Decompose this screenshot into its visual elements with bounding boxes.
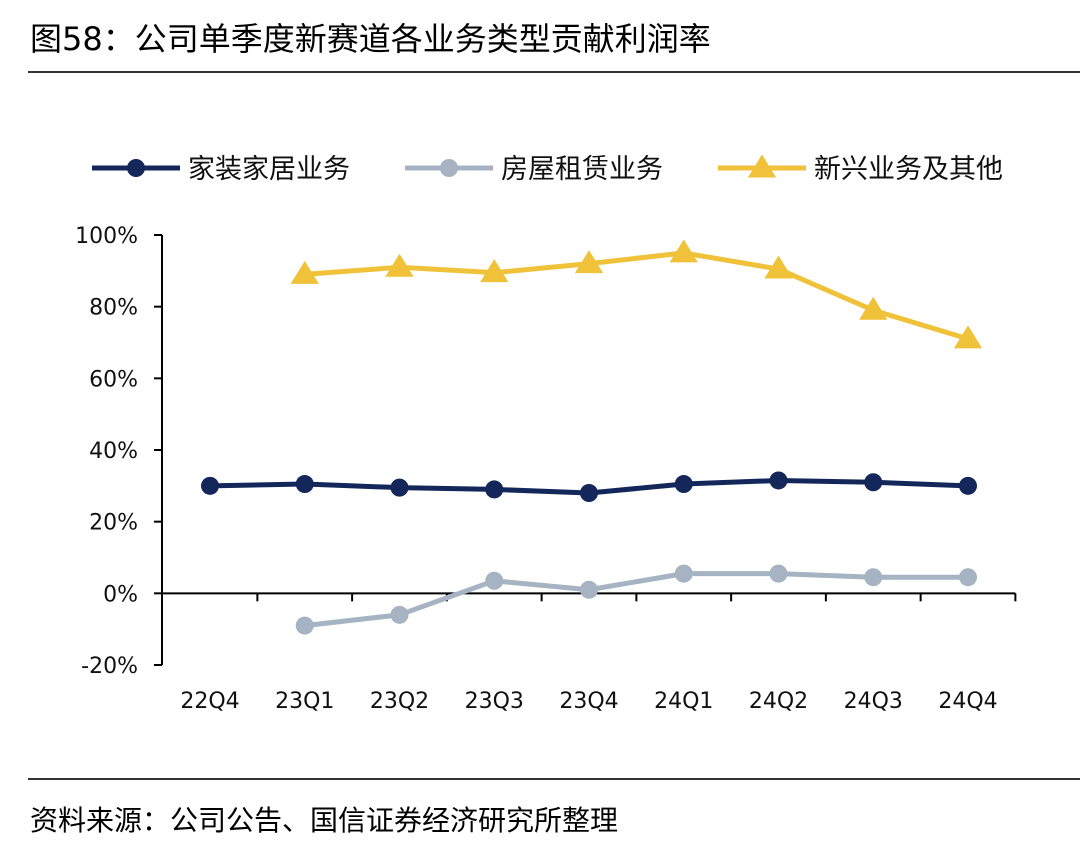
y-tick-label: 60% (89, 367, 138, 392)
y-tick-label: 40% (89, 439, 138, 464)
source-note: 资料来源：公司公告、国信证券经济研究所整理 (30, 804, 619, 837)
data-point (859, 296, 888, 320)
x-axis: 22Q4 23Q1 23Q2 23Q3 23Q4 24Q1 24Q2 24Q3 24Q4 (162, 592, 1017, 714)
y-axis: 100% 80% 60% 40% 20% 0% -20% (75, 224, 163, 679)
series-layer (201, 239, 983, 635)
x-tick-label: 23Q2 (370, 689, 429, 714)
data-point (769, 471, 788, 490)
legend-swatch-marker (127, 159, 145, 177)
legend: 家装家居业务 房屋租赁业务 新兴业务及其他 (92, 154, 1003, 185)
legend-swatch-marker (747, 154, 777, 178)
data-point (959, 476, 977, 495)
legend-entry-2: 房屋租赁业务 (405, 154, 663, 185)
data-point (580, 484, 598, 502)
figure-title: 图58：公司单季度新赛道各业务类型贡献利润率 (30, 20, 711, 58)
data-point (674, 475, 693, 494)
data-point (669, 239, 698, 263)
data-point (580, 580, 598, 599)
x-tick-label: 23Q4 (559, 689, 618, 714)
data-point (390, 605, 409, 624)
title-divider (28, 71, 1080, 73)
data-point (295, 475, 314, 494)
legend-entry-3: 新兴业务及其他 (718, 154, 1003, 185)
legend-label: 家装家居业务 (188, 154, 350, 185)
data-point (769, 564, 788, 583)
data-point (295, 616, 314, 635)
y-tick-label: 0% (103, 582, 138, 607)
data-point (480, 259, 509, 283)
x-tick-label: 24Q4 (938, 689, 997, 714)
data-point (864, 473, 883, 492)
data-point (864, 568, 883, 587)
x-tick-label: 24Q2 (749, 689, 808, 714)
x-tick-label: 22Q4 (180, 689, 239, 714)
data-point (390, 478, 409, 497)
data-point (485, 480, 504, 499)
series-line (302, 571, 971, 629)
y-tick-label: 20% (89, 511, 138, 536)
data-point (290, 260, 319, 284)
x-tick-label: 23Q1 (275, 689, 334, 714)
legend-entry-1: 家装家居业务 (92, 154, 350, 185)
y-tick-label: 100% (75, 224, 138, 249)
legend-swatch-marker (440, 159, 458, 177)
series-line (302, 250, 971, 342)
y-tick-label: 80% (89, 296, 138, 321)
data-point (201, 476, 219, 495)
data-point (764, 255, 793, 279)
legend-label: 新兴业务及其他 (814, 154, 1003, 185)
data-point (574, 250, 604, 274)
data-point (953, 325, 983, 349)
source-divider (28, 778, 1080, 780)
x-tick-label: 24Q1 (654, 689, 713, 714)
x-tick-label: 23Q3 (465, 689, 524, 714)
data-point (959, 568, 977, 587)
data-point (385, 253, 414, 277)
data-point (674, 564, 693, 583)
series-1 (201, 471, 977, 502)
x-tick-label: 24Q3 (844, 689, 903, 714)
series-2 (295, 564, 977, 635)
legend-label: 房屋租赁业务 (501, 154, 663, 185)
series-3 (290, 239, 983, 349)
y-tick-label: -20% (81, 654, 138, 679)
data-point (485, 571, 504, 590)
